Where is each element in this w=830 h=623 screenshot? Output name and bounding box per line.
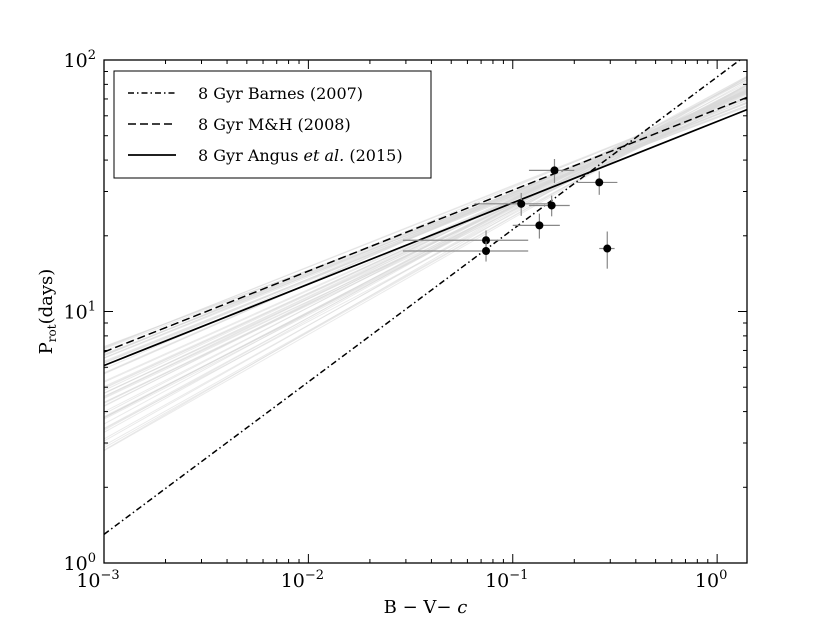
point-marker — [482, 236, 491, 245]
point-marker — [595, 178, 604, 187]
data-point — [528, 158, 575, 184]
axis-ticks: 10−3 10−2 10−1 100 100 101 102 — [64, 48, 747, 592]
model-lines — [104, 60, 747, 535]
point-marker — [517, 199, 526, 208]
point-marker — [547, 201, 556, 210]
point-marker — [603, 244, 612, 253]
posterior-sample-line — [104, 83, 747, 449]
tick-label: 10−1 — [485, 568, 528, 592]
posterior-sample-line — [104, 90, 747, 430]
legend-label-1: 8 Gyr Barnes (2007) — [198, 84, 363, 103]
data-point — [576, 171, 618, 195]
series-line-1 — [104, 60, 742, 535]
tick-label: 10−3 — [76, 568, 119, 592]
legend-label-2: 8 Gyr M&H (2008) — [198, 115, 351, 134]
legend-label-3: 8 Gyr Angus et al. (2015) — [198, 146, 403, 165]
series-line-2 — [104, 96, 747, 353]
posterior-sample-line — [104, 84, 747, 452]
posterior-sample-line — [104, 94, 747, 356]
tick-label: 101 — [64, 300, 96, 324]
series-line-3 — [104, 108, 747, 367]
tick-label: 102 — [64, 48, 96, 72]
data-point — [402, 241, 529, 262]
tick-label: 100 — [695, 568, 727, 592]
point-marker — [550, 166, 559, 175]
posterior-sample-line — [104, 78, 747, 415]
data-point — [474, 192, 552, 216]
data-point — [599, 231, 615, 269]
tick-label: 10−2 — [281, 568, 324, 592]
posterior-sample-line — [104, 79, 747, 407]
data-points — [402, 158, 618, 269]
posterior-sample-line — [104, 76, 747, 431]
point-marker — [535, 221, 544, 230]
tick-label: 100 — [64, 551, 96, 575]
point-marker — [482, 247, 491, 256]
legend: 8 Gyr Barnes (2007) 8 Gyr M&H (2008) 8 Gyr… — [113, 70, 432, 179]
data-point — [528, 195, 570, 217]
y-axis-label: Prot(days) — [36, 269, 59, 355]
x-axis-label: B − V− c — [384, 597, 468, 618]
data-point — [512, 213, 560, 239]
